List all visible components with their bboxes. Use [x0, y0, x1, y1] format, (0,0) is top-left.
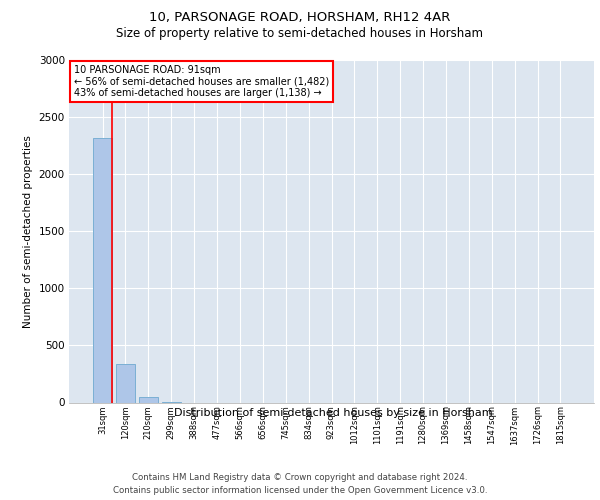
Text: Distribution of semi-detached houses by size in Horsham: Distribution of semi-detached houses by … [173, 408, 493, 418]
Text: Size of property relative to semi-detached houses in Horsham: Size of property relative to semi-detach… [116, 28, 484, 40]
Text: Contains HM Land Registry data © Crown copyright and database right 2024.: Contains HM Land Registry data © Crown c… [132, 472, 468, 482]
Text: 10, PARSONAGE ROAD, HORSHAM, RH12 4AR: 10, PARSONAGE ROAD, HORSHAM, RH12 4AR [149, 11, 451, 24]
Bar [93, 138, 112, 402]
Y-axis label: Number of semi-detached properties: Number of semi-detached properties [23, 135, 33, 328]
Text: Contains public sector information licensed under the Open Government Licence v3: Contains public sector information licen… [113, 486, 487, 495]
Bar [116, 364, 135, 403]
Bar [139, 397, 158, 402]
Text: 10 PARSONAGE ROAD: 91sqm
← 56% of semi-detached houses are smaller (1,482)
43% o: 10 PARSONAGE ROAD: 91sqm ← 56% of semi-d… [74, 65, 329, 98]
